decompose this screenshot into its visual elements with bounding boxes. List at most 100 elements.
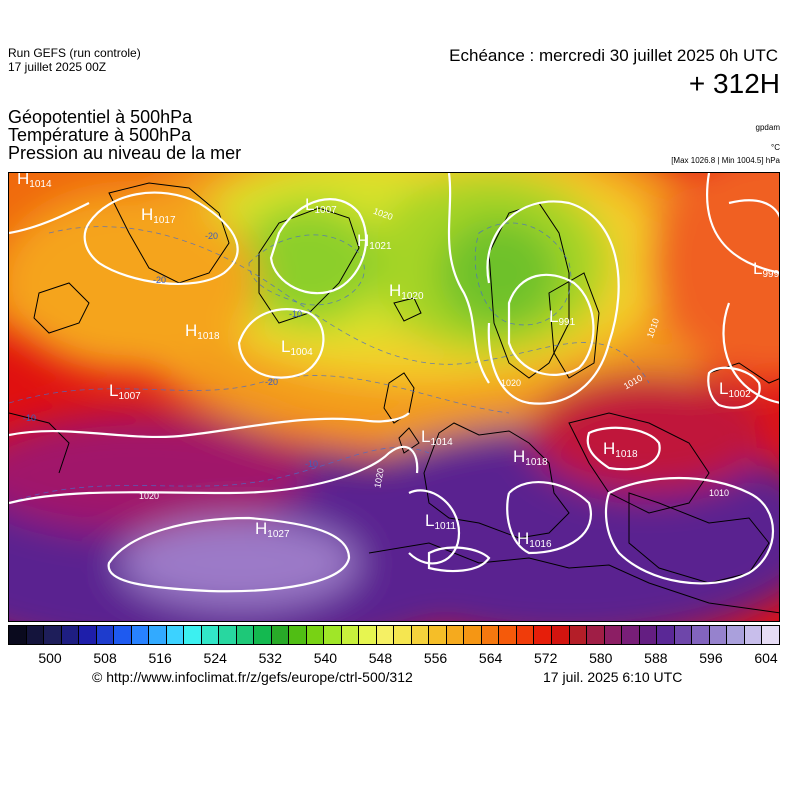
scale-swatch <box>254 626 272 644</box>
scale-swatch <box>289 626 307 644</box>
scale-swatch <box>692 626 710 644</box>
scale-swatch <box>271 626 290 644</box>
pressure-center: L1007 <box>109 381 141 402</box>
scale-swatch <box>446 626 465 644</box>
pressure-center: H1020 <box>389 281 424 302</box>
scale-swatch <box>657 626 675 644</box>
scale-tick-label: 580 <box>589 650 613 666</box>
scale-swatch <box>516 626 535 644</box>
unit-gpdam: gpdam <box>755 123 780 132</box>
run-model: Run GEFS (run controle) <box>8 46 141 60</box>
scale-tick-label: 604 <box>754 650 778 666</box>
title-geopotential: Géopotentiel à 500hPa <box>8 107 193 127</box>
scale-tick-label: 548 <box>368 650 393 666</box>
scale-tick-label: 516 <box>148 650 172 666</box>
map-titles: Géopotentiel à 500hPa Température à 500h… <box>8 108 241 162</box>
scale-swatch <box>236 626 255 644</box>
scale-tick-label: 532 <box>258 650 282 666</box>
pressure-center: L1011 <box>425 511 456 532</box>
scale-swatch <box>324 626 342 644</box>
scale-tick-label: 572 <box>534 650 558 666</box>
color-scale-ticks: 500 508 516 524 532 540 548 556 564 572 580 588 596 6… <box>8 650 780 666</box>
scale-swatch <box>131 626 150 644</box>
pressure-center: H1027 <box>255 519 290 540</box>
scale-swatch <box>464 626 482 644</box>
pressure-center: H1018 <box>513 447 548 468</box>
pressure-center: H1016 <box>517 529 552 550</box>
unit-celsius: °C <box>771 143 780 152</box>
valid-time: Echéance : mercredi 30 juillet 2025 0h U… <box>449 46 778 65</box>
scale-swatch <box>114 626 132 644</box>
weather-map[interactable]: H1014 H1017 L1007 H1021 H1020 H1018 L100… <box>8 172 780 622</box>
scale-swatch <box>26 626 45 644</box>
scale-swatch <box>79 626 97 644</box>
generation-date: 17 juil. 2025 6:10 UTC <box>543 669 683 685</box>
scale-swatch <box>96 626 115 644</box>
scale-swatch <box>149 626 167 644</box>
temp-label: -20 <box>265 377 279 387</box>
pressure-center: L1002 <box>719 379 751 400</box>
scale-swatch <box>762 626 779 644</box>
pressure-center: L1007 <box>305 195 337 216</box>
scale-swatch <box>534 626 552 644</box>
title-pressure: Pression au niveau de la mer <box>8 143 242 163</box>
title-temperature: Température à 500hPa <box>8 125 192 145</box>
scale-swatch <box>306 626 325 644</box>
isobar-label: 1020 <box>501 378 522 388</box>
map-canvas <box>9 173 779 621</box>
scale-swatch <box>184 626 202 644</box>
pressure-center: H1018 <box>603 439 638 460</box>
scale-swatch <box>569 626 588 644</box>
scale-swatch <box>481 626 500 644</box>
scale-swatch <box>604 626 623 644</box>
scale-swatch <box>499 626 517 644</box>
temp-label: -10 <box>289 309 303 319</box>
lead-time: + 312H <box>688 68 780 99</box>
temp-label: -20 <box>153 275 167 285</box>
scale-tick-label: 540 <box>313 650 338 666</box>
temp-label: -20 <box>205 231 219 241</box>
pressure-center: L991 <box>549 307 576 328</box>
scale-swatch <box>622 626 640 644</box>
scale-swatch <box>674 626 693 644</box>
scale-swatch <box>166 626 185 644</box>
scale-swatch <box>376 626 395 644</box>
scale-tick-label: 556 <box>423 650 448 666</box>
pressure-center: H1021 <box>357 231 392 252</box>
isobar-label: 1010 <box>709 488 730 498</box>
scale-swatch <box>359 626 377 644</box>
temp-label: -10 <box>305 459 319 469</box>
scale-tick-label: 524 <box>203 650 227 666</box>
temp-label: -10 <box>23 413 37 423</box>
scale-tick-label: 500 <box>38 650 62 666</box>
scale-tick-label: 508 <box>93 650 117 666</box>
pressure-center: L1004 <box>281 337 313 358</box>
scale-swatch <box>551 626 570 644</box>
scale-swatch <box>44 626 62 644</box>
scale-tick-label: 564 <box>478 650 503 666</box>
pressure-center: L1014 <box>421 427 453 448</box>
pressure-center: H1014 <box>17 172 52 190</box>
isobars <box>9 173 779 593</box>
scale-swatch <box>341 626 360 644</box>
scale-swatch <box>219 626 237 644</box>
isobar-label: 1020 <box>139 491 160 501</box>
scale-swatch <box>61 626 80 644</box>
scale-swatch <box>639 626 658 644</box>
scale-tick-label: 596 <box>699 650 723 666</box>
pressure-center: L999 <box>753 259 780 280</box>
scale-swatch <box>744 626 763 644</box>
run-info: Run GEFS (run controle) 17 juillet 2025 … <box>8 46 141 74</box>
scale-swatch <box>709 626 728 644</box>
max-min-pressure: [Max 1026.8 | Min 1004.5] hPa <box>671 156 780 165</box>
color-scale <box>8 625 780 645</box>
source-url: © http://www.infoclimat.fr/z/gefs/europe… <box>92 669 413 685</box>
scale-swatch <box>9 626 27 644</box>
scale-tick-label: 588 <box>644 650 668 666</box>
pressure-center: H1018 <box>185 321 220 342</box>
scale-swatch <box>587 626 605 644</box>
scale-swatch <box>411 626 430 644</box>
scale-swatch <box>429 626 447 644</box>
run-date: 17 juillet 2025 00Z <box>8 60 107 74</box>
pressure-center: H1017 <box>141 205 176 226</box>
